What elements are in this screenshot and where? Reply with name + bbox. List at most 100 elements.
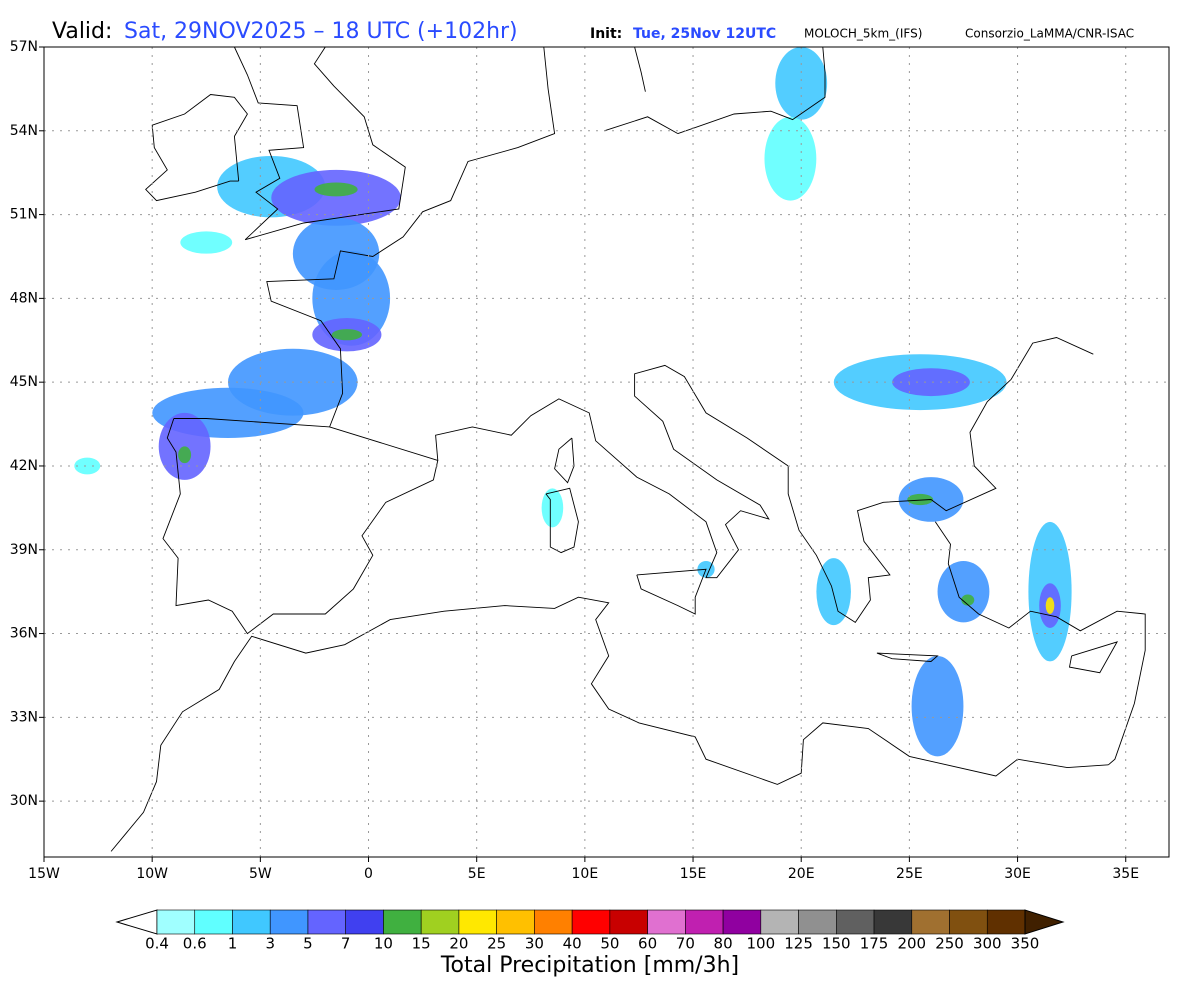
coastline — [604, 116, 679, 134]
colorbar-swatch — [986, 909, 1026, 935]
colorbar-swatch — [571, 909, 611, 935]
coastline — [435, 337, 1094, 624]
colorbar-label: 125 — [784, 935, 813, 953]
precipitation-area — [892, 368, 970, 397]
x-tick-label: 0 — [364, 866, 373, 882]
precipitation-area — [158, 412, 211, 480]
colorbar-label: 50 — [600, 935, 619, 953]
coastline — [1068, 641, 1119, 674]
colorbar-label: 25 — [487, 935, 506, 953]
colorbar-over — [1024, 909, 1065, 935]
init-time: Tue, 25Nov 12UTC — [633, 26, 776, 42]
coastline — [145, 94, 248, 202]
map-frame — [43, 46, 1170, 858]
coastline — [110, 596, 1109, 852]
precipitation-area — [314, 182, 358, 197]
colorbar-swatch — [609, 909, 648, 935]
y-tick-label: 33N — [10, 709, 38, 725]
y-tick-label: 30N — [10, 793, 38, 809]
colorbar-label: 0.4 — [145, 935, 169, 953]
x-tick-label: 10E — [572, 866, 599, 882]
x-tick-label: 15W — [28, 866, 60, 882]
coastlines — [110, 46, 1146, 852]
colorbar-swatch — [534, 909, 573, 935]
precipitation-area — [178, 446, 192, 464]
coastline — [233, 46, 305, 241]
colorbar-label: 5 — [303, 935, 313, 953]
colorbar-swatch — [873, 909, 913, 935]
colorbar-swatch — [911, 909, 950, 935]
colorbar-label: 175 — [860, 935, 889, 953]
colorbar-label: 60 — [638, 935, 657, 953]
coastline — [876, 652, 939, 662]
coastline — [636, 568, 707, 615]
colorbar-swatch — [836, 909, 875, 935]
precipitation-area — [937, 560, 990, 623]
precipitation-area — [180, 231, 233, 254]
colorbar-label: 250 — [935, 935, 964, 953]
colorbar-swatch — [345, 909, 384, 935]
colorbar-swatch — [307, 909, 346, 935]
colorbar-swatch — [383, 909, 422, 935]
precipitation-area — [816, 558, 851, 626]
x-tick-label: 15E — [680, 866, 707, 882]
colorbar-label: 1 — [228, 935, 238, 953]
colorbar-swatch — [156, 909, 196, 935]
y-tick-label: 51N — [10, 207, 38, 223]
coastline — [245, 46, 406, 241]
coastline — [173, 46, 556, 428]
colorbar: 0.4 0.6 1 3 5 7 10 15 20 25 30 40 50 60 70 80 100 125 150 1… — [115, 909, 1065, 953]
y-tick-label: 57N — [10, 39, 38, 55]
colorbar-under — [115, 909, 158, 935]
coastline — [677, 46, 826, 135]
colorbar-label: 350 — [1011, 935, 1040, 953]
y-tick-label: 36N — [10, 626, 38, 642]
colorbar-label: 200 — [897, 935, 926, 953]
colorbar-label: 150 — [822, 935, 851, 953]
colorbar-label: 3 — [265, 935, 275, 953]
colorbar-swatch — [647, 909, 686, 935]
colorbar-label: 7 — [341, 935, 351, 953]
y-tick-label: 48N — [10, 290, 38, 306]
precipitation-area — [764, 116, 817, 201]
precipitation-area — [271, 169, 401, 226]
colorbar-swatch — [458, 909, 497, 935]
x-tick-label: 10W — [136, 866, 168, 882]
x-tick-label: 5W — [249, 866, 272, 882]
colorbar-swatch — [496, 909, 535, 935]
x-tick-label: 5E — [468, 866, 486, 882]
colorbar-swatch — [232, 909, 271, 935]
colorbar-swatch — [760, 909, 799, 935]
precipitation-area — [74, 457, 101, 475]
colorbar-label: 20 — [449, 935, 468, 953]
precipitation-area — [541, 488, 564, 528]
y-tick-label: 39N — [10, 542, 38, 558]
colorbar-label: 0.6 — [183, 935, 207, 953]
coastline — [934, 521, 1146, 766]
colorbar-title: Total Precipitation [mm/3h] — [440, 953, 739, 978]
coastline — [554, 437, 575, 484]
graticule: 15W 10W 5W 0 5E 10E 15E 20E 25E 30E 35E 30N 33N 36N 39… — [10, 39, 1169, 882]
colorbar-label: 15 — [412, 935, 431, 953]
x-tick-label: 25E — [896, 866, 923, 882]
model-name: MOLOCH_5km_(IFS) — [804, 27, 922, 41]
colorbar-swatch — [420, 909, 460, 935]
precipitation-area — [911, 655, 964, 757]
precipitation-layer — [74, 47, 1072, 757]
colorbar-swatch — [685, 909, 724, 935]
x-tick-label: 35E — [1112, 866, 1139, 882]
init-label: Init: — [590, 26, 622, 42]
colorbar-swatch — [269, 909, 309, 935]
colorbar-swatch — [798, 909, 837, 935]
colorbar-label: 100 — [747, 935, 776, 953]
colorbar-label: 30 — [525, 935, 544, 953]
coastline — [545, 487, 579, 554]
precipitation-area — [775, 47, 828, 120]
coastline — [162, 418, 439, 635]
x-tick-label: 30E — [1004, 866, 1031, 882]
y-tick-label: 42N — [10, 458, 38, 474]
valid-label: Valid: — [52, 19, 112, 44]
credit: Consorzio_LaMMA/CNR-ISAC — [965, 27, 1134, 41]
colorbar-label: 80 — [714, 935, 733, 953]
